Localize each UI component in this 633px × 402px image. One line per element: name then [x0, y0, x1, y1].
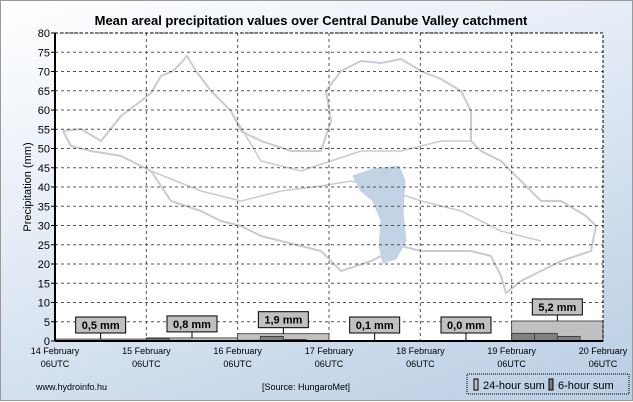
data-label: 1,9 mm	[264, 315, 302, 327]
chart-title: Mean areal precipitation values over Cen…	[95, 13, 528, 28]
x-tick-label: 06UTC	[406, 359, 435, 369]
y-tick-label: 10	[38, 298, 50, 310]
y-tick-label: 45	[38, 163, 50, 175]
x-tick-label: 18 February	[396, 346, 445, 356]
y-tick-label: 40	[38, 182, 50, 194]
y-tick-label: 65	[38, 86, 50, 98]
website-text: www.hydroinfo.hu	[35, 382, 107, 392]
x-tick-label: 14 February	[31, 346, 80, 356]
y-tick-label: 5	[44, 317, 50, 329]
x-tick-label: 06UTC	[132, 359, 161, 369]
y-tick-label: 30	[38, 221, 50, 233]
bar-6h	[535, 333, 558, 341]
x-tick-label: 17 February	[305, 346, 354, 356]
y-tick-label: 70	[38, 67, 50, 79]
source-text: [Source: HungaroMet]	[262, 382, 350, 392]
data-label: 0,5 mm	[82, 320, 120, 332]
y-axis-label: Precipitation (mm)	[22, 142, 34, 231]
y-tick-label: 60	[38, 105, 50, 117]
x-tick-label: 06UTC	[41, 359, 70, 369]
y-tick-label: 75	[38, 47, 50, 59]
y-tick-label: 20	[38, 259, 50, 271]
legend-swatch-24h	[474, 379, 478, 390]
y-tick-label: 55	[38, 124, 50, 136]
data-label: 5,2 mm	[538, 302, 576, 314]
data-label: 0,0 mm	[447, 320, 485, 332]
legend-label-6h: 6-hour sum	[558, 380, 614, 392]
x-tick-label: 06UTC	[497, 359, 526, 369]
y-tick-label: 50	[38, 144, 50, 156]
bar-6h	[512, 333, 535, 341]
x-tick-label: 15 February	[122, 346, 171, 356]
data-label: 0,8 mm	[173, 319, 211, 331]
legend: 24-hour sum 6-hour sum	[467, 374, 629, 394]
y-tick-label: 35	[38, 201, 50, 213]
y-tick-label: 80	[38, 28, 50, 40]
x-tick-label: 06UTC	[589, 359, 618, 369]
x-tick-label: 06UTC	[223, 359, 252, 369]
x-tick-label: 06UTC	[315, 359, 344, 369]
legend-swatch-6h	[549, 379, 553, 390]
y-tick-label: 25	[38, 240, 50, 252]
x-tick-label: 16 February	[213, 346, 262, 356]
x-tick-label: 20 February	[579, 346, 628, 356]
x-tick-label: 19 February	[487, 346, 536, 356]
data-label: 0,1 mm	[356, 320, 394, 332]
legend-label-24h: 24-hour sum	[483, 380, 545, 392]
y-tick-label: 15	[38, 278, 50, 290]
plot-area	[55, 33, 603, 341]
